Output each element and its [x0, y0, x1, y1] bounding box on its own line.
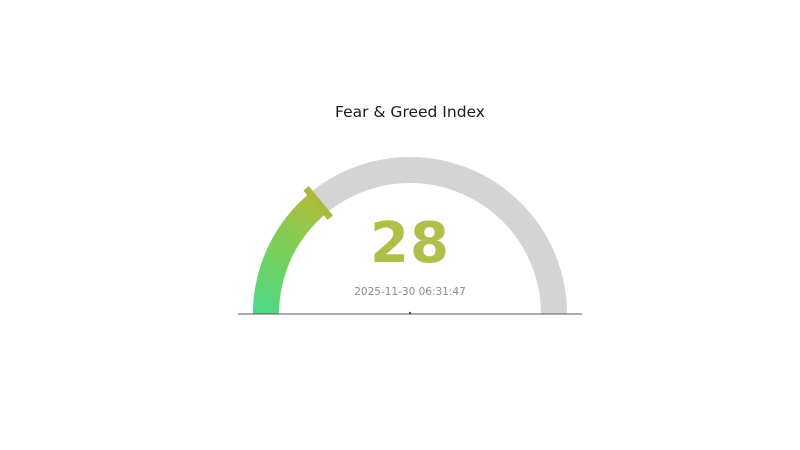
- gauge-needle-tick: [303, 186, 333, 220]
- gauge-center-dot: [408, 311, 412, 315]
- gauge-value-arc: [253, 192, 327, 315]
- gauge-timestamp: 2025-11-30 06:31:47: [354, 286, 466, 298]
- chart-title: Fear & Greed Index: [335, 103, 485, 121]
- gauge-value-number: 28: [370, 211, 450, 276]
